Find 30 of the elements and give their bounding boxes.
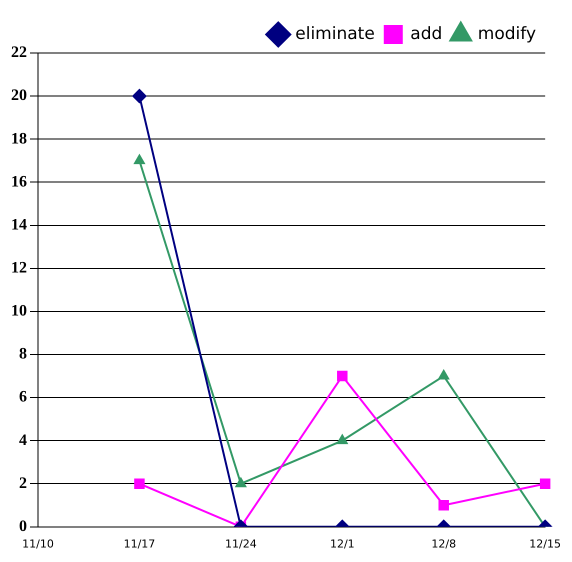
- y-tick-label: 8: [19, 346, 27, 363]
- y-tick-label: 2: [19, 474, 27, 492]
- y-tick-label: 16: [11, 173, 27, 190]
- point: [438, 500, 449, 511]
- y-tick-label: 18: [11, 130, 27, 148]
- point: [540, 478, 550, 489]
- x-tick-label: 11/17: [124, 537, 156, 550]
- y-tick-label: 14: [11, 216, 27, 234]
- point: [337, 370, 348, 382]
- point: [134, 154, 145, 164]
- y-tick-label: 20: [11, 87, 27, 104]
- y-tick-label: 4: [19, 432, 27, 449]
- x-tick-label: 12/8: [431, 537, 456, 550]
- point: [134, 478, 145, 489]
- x-tick-label: 12/1: [330, 537, 355, 550]
- y-tick-label: 0: [19, 518, 27, 535]
- point: [236, 478, 246, 488]
- y-tick-label: 6: [19, 388, 27, 406]
- legend-label: eliminate: [295, 24, 375, 44]
- legend-label: add: [410, 24, 442, 44]
- x-tick-label: 11/24: [225, 537, 257, 550]
- x-tick-label: 12/15: [529, 537, 561, 550]
- x-tick-label: 11/10: [22, 537, 54, 550]
- y-tick-label: 22: [11, 44, 27, 62]
- legend-label: modify: [478, 24, 536, 44]
- point: [336, 434, 348, 444]
- point: [132, 89, 146, 104]
- point: [438, 370, 450, 380]
- y-tick-label: 10: [11, 302, 27, 320]
- y-tick-label: 12: [11, 260, 27, 277]
